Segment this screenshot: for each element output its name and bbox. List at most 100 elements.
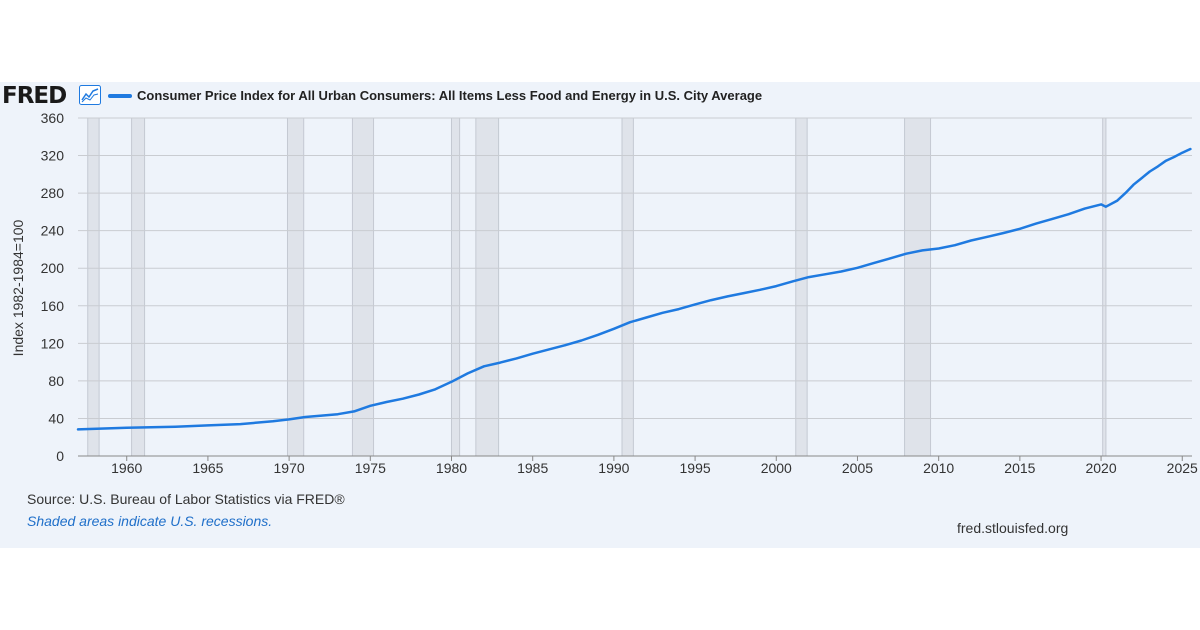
data-point <box>872 262 875 265</box>
y-tick-label: 200 <box>41 260 65 276</box>
data-point <box>271 420 274 423</box>
x-tick-label: 2020 <box>1085 460 1116 476</box>
x-tick-label: 2015 <box>1004 460 1035 476</box>
y-axis-label: Index 1982-1984=100 <box>10 219 26 356</box>
data-point <box>694 303 697 306</box>
data-point <box>970 239 973 242</box>
data-point <box>580 339 583 342</box>
data-point <box>1035 222 1038 225</box>
chart-panel <box>0 82 1200 548</box>
data-point <box>612 327 615 330</box>
data-point <box>905 252 908 255</box>
data-point <box>336 413 339 416</box>
data-point <box>385 401 388 404</box>
recession-band <box>1102 117 1107 457</box>
data-point <box>742 292 745 295</box>
y-tick-label: 80 <box>48 373 64 389</box>
data-point <box>1051 217 1054 220</box>
data-point <box>353 410 356 413</box>
data-point <box>515 357 518 360</box>
data-point <box>499 361 502 364</box>
y-tick-label: 320 <box>41 148 65 164</box>
data-point <box>1067 213 1070 216</box>
y-tick-label: 40 <box>48 410 64 426</box>
data-point <box>807 276 810 279</box>
x-tick-label: 1960 <box>111 460 142 476</box>
x-tick-label: 1990 <box>598 460 629 476</box>
data-point <box>174 425 177 428</box>
legend-swatch <box>108 94 132 98</box>
data-point <box>77 428 79 431</box>
data-point <box>450 380 453 383</box>
x-tick-label: 2025 <box>1167 460 1198 476</box>
recession-bands <box>87 117 1107 457</box>
data-point <box>1165 159 1168 162</box>
data-point <box>759 288 762 291</box>
data-point <box>645 316 648 319</box>
data-point <box>564 344 567 347</box>
data-point <box>888 257 891 260</box>
line-chart-icon <box>79 85 101 105</box>
data-point <box>1173 155 1176 158</box>
x-tick-label: 1995 <box>680 460 711 476</box>
data-point <box>547 348 550 351</box>
data-point <box>1124 192 1127 195</box>
data-point <box>288 418 291 421</box>
series-layer <box>76 147 1192 431</box>
data-point <box>840 270 843 273</box>
recession-band <box>475 117 500 457</box>
data-point <box>629 321 632 324</box>
x-tick-label: 2005 <box>842 460 873 476</box>
data-point <box>1116 199 1119 202</box>
site-url: fred.stlouisfed.org <box>957 520 1069 536</box>
data-point <box>823 273 826 276</box>
recession-band <box>904 117 932 457</box>
x-tick-label: 1980 <box>436 460 467 476</box>
y-tick-label: 160 <box>41 298 65 314</box>
x-tick-label: 2010 <box>923 460 954 476</box>
data-point <box>937 247 940 250</box>
recession-note: Shaded areas indicate U.S. recessions. <box>27 513 273 529</box>
recession-band <box>450 117 461 457</box>
data-point <box>1100 203 1103 206</box>
data-point <box>531 352 534 355</box>
data-point <box>239 423 242 426</box>
x-tick-label: 1975 <box>355 460 386 476</box>
recession-band <box>795 117 808 457</box>
data-point <box>726 295 729 298</box>
y-tick-label: 280 <box>41 185 65 201</box>
data-point <box>596 333 599 336</box>
x-tick-label: 1965 <box>192 460 223 476</box>
data-point <box>1189 147 1192 150</box>
data-point <box>369 404 372 407</box>
x-tick-label: 1970 <box>274 460 305 476</box>
data-point <box>1002 232 1005 235</box>
data-point <box>206 424 209 427</box>
fred-logo: FRED <box>2 83 67 109</box>
data-point <box>1140 177 1143 180</box>
source-note: Source: U.S. Bureau of Labor Statistics … <box>27 491 345 507</box>
data-point <box>1132 183 1135 186</box>
recession-band <box>87 117 100 457</box>
y-tick-label: 240 <box>41 223 65 239</box>
data-point <box>434 388 437 391</box>
data-point <box>775 285 778 288</box>
data-point <box>986 235 989 238</box>
data-point <box>1083 207 1086 210</box>
data-point <box>1181 151 1184 154</box>
x-tick-label: 1985 <box>517 460 548 476</box>
data-point <box>710 299 713 302</box>
data-point <box>677 308 680 311</box>
data-point <box>1018 227 1021 230</box>
data-point <box>661 311 664 314</box>
data-point <box>1156 165 1159 168</box>
data-point <box>125 426 128 429</box>
data-point <box>401 397 404 400</box>
x-axis-ticks: 1960 1965 1970 1975 1980 1985 1990 1995 2000 2005… <box>111 456 1198 476</box>
recession-band <box>286 117 305 457</box>
x-tick-label: 2000 <box>761 460 792 476</box>
recession-band <box>131 117 146 457</box>
data-point <box>1104 205 1107 208</box>
y-tick-label: 360 <box>41 110 65 126</box>
data-point <box>304 416 307 419</box>
